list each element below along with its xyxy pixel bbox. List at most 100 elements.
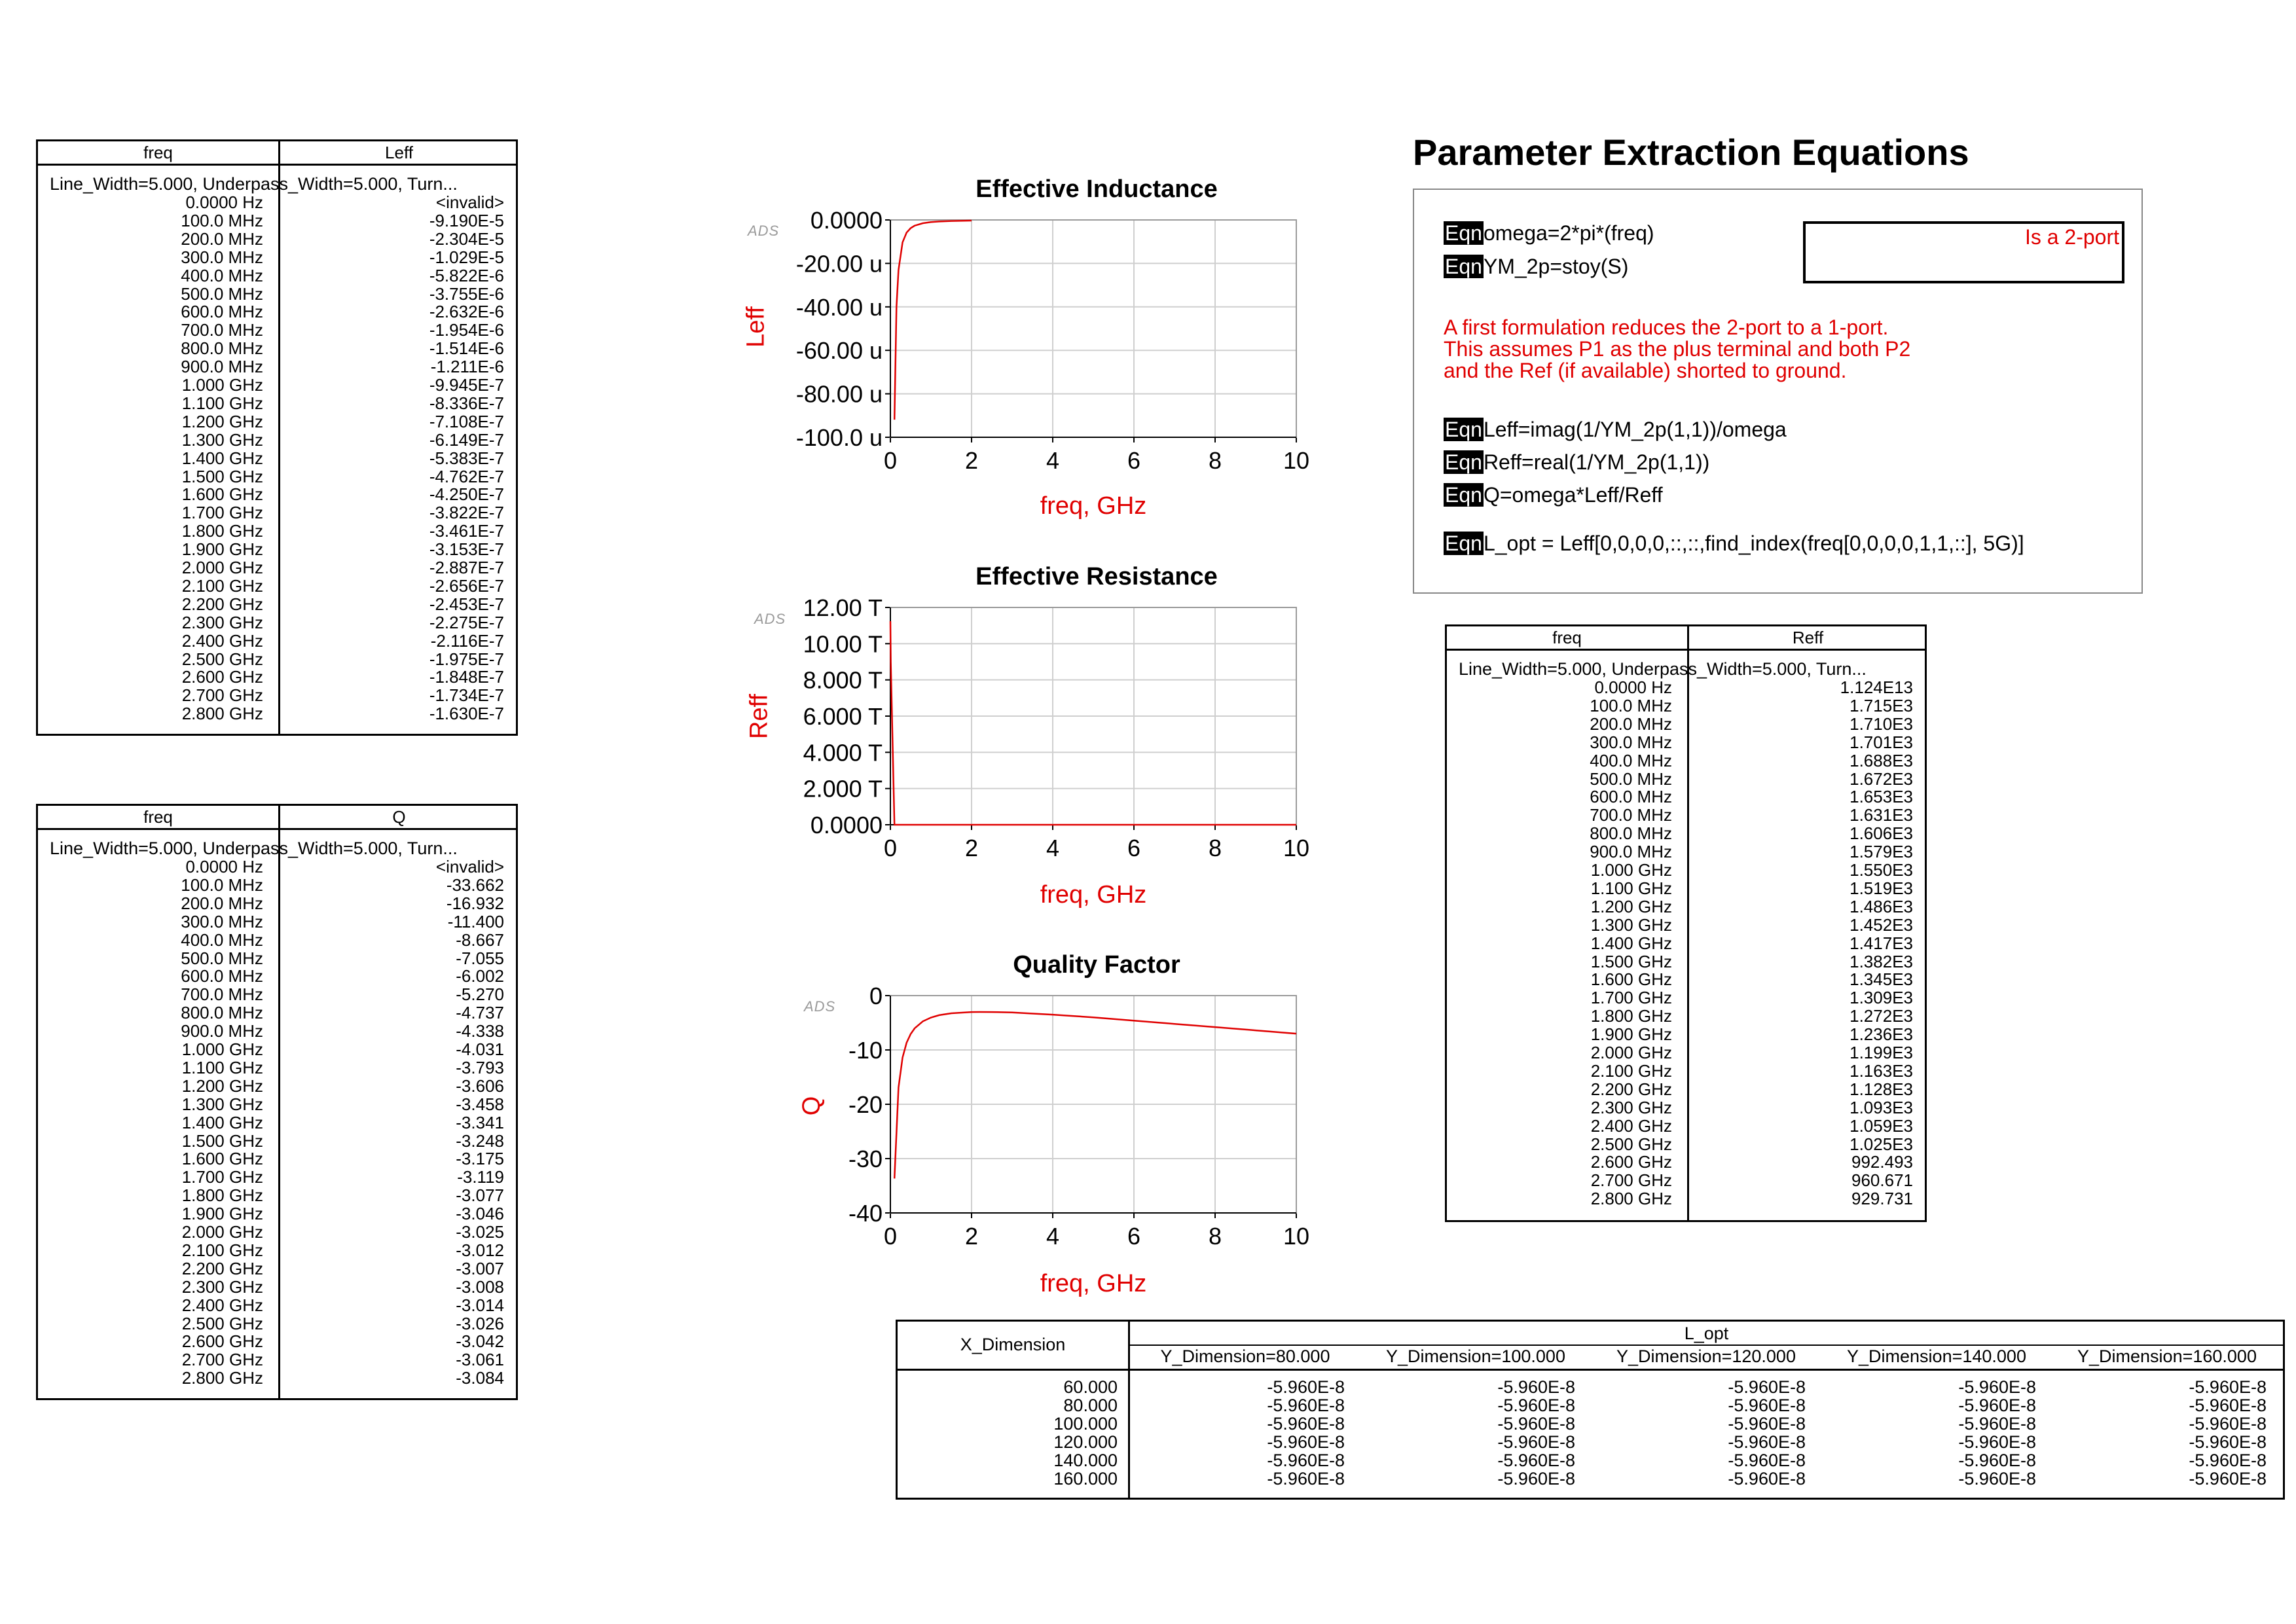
x-tick-label: 0	[884, 447, 897, 474]
value-cell: -4.031	[456, 1039, 504, 1059]
value-cell: -3.046	[456, 1204, 504, 1224]
freq-cell: 2.200 GHz	[181, 1258, 263, 1278]
value-cell: 1.199E3	[1850, 1043, 1913, 1062]
value-cell: -1.734E-7	[429, 685, 504, 706]
freq-cell: 100.0 MHz	[1590, 695, 1672, 715]
y-axis-label-leff: Leff	[742, 306, 770, 348]
value-cell: 1.382E3	[1850, 951, 1913, 971]
freq-cell: 700.0 MHz	[181, 984, 263, 1005]
freq-cell: 1.400 GHz	[181, 448, 263, 468]
freq-cell: 400.0 MHz	[181, 265, 263, 285]
freq-cell: 900.0 MHz	[181, 1021, 263, 1041]
eqn-tag: Eqn	[1444, 532, 1484, 555]
value-cell: -3.025	[456, 1222, 504, 1242]
lopt-value-cell: -5.960E-8	[2189, 1377, 2267, 1397]
eqn-tag: Eqn	[1444, 255, 1484, 278]
freq-cell: 1.700 GHz	[181, 503, 263, 523]
equation-lopt[interactable]: EqnL_opt = Leff[0,0,0,0,::,::,find_index…	[1444, 532, 2024, 555]
x-axis-label: freq, GHz	[1040, 1270, 1147, 1297]
freq-cell: 1.600 GHz	[181, 484, 263, 505]
value-cell: -3.822E-7	[429, 503, 504, 523]
freq-cell: 700.0 MHz	[181, 320, 263, 340]
freq-cell: 1.500 GHz	[1590, 951, 1672, 971]
value-cell: 1.417E3	[1850, 933, 1913, 953]
y-tick-label: 0	[869, 985, 883, 1009]
value-cell: -1.029E-5	[429, 247, 504, 267]
freq-cell: 0.0000 Hz	[1594, 677, 1672, 697]
value-cell: 1.579E3	[1850, 842, 1913, 862]
freq-cell: 2.100 GHz	[181, 575, 263, 596]
x-dimension-cell: 140.000	[1053, 1451, 1118, 1470]
value-cell: -5.383E-7	[429, 448, 504, 468]
freq-cell: 1.900 GHz	[181, 1204, 263, 1224]
freq-cell: 1.800 GHz	[181, 1185, 263, 1206]
lopt-value-cell: -5.960E-8	[1958, 1469, 2036, 1489]
freq-cell: 1.600 GHz	[1590, 969, 1672, 990]
value-cell: 1.128E3	[1850, 1079, 1913, 1099]
chart-title-resistance: Effective Resistance	[975, 563, 1218, 590]
x-tick-label: 6	[1127, 835, 1140, 861]
freq-cell: 1.700 GHz	[181, 1167, 263, 1187]
value-cell: 1.486E3	[1850, 896, 1913, 916]
freq-cell: 2.000 GHz	[181, 1222, 263, 1242]
note-line-1: A first formulation reduces the 2-port t…	[1444, 316, 1889, 339]
freq-cell: 1.900 GHz	[181, 539, 263, 560]
freq-cell: 800.0 MHz	[181, 338, 263, 359]
value-cell: 1.025E3	[1850, 1134, 1913, 1154]
x-tick-label: 6	[1127, 447, 1140, 474]
freq-cell: 2.100 GHz	[181, 1240, 263, 1260]
equation-omega[interactable]: Eqnomega=2*pi*(freq)	[1444, 221, 1654, 245]
text-box[interactable]: Is a 2-port	[1803, 221, 2124, 283]
freq-cell: 1.200 GHz	[1590, 896, 1672, 916]
y-tick-label: -40.00 u	[796, 294, 883, 321]
value-cell: 1.519E3	[1850, 878, 1913, 898]
chart-title-inductance: Effective Inductance	[975, 175, 1218, 203]
value-cell: -7.055	[456, 948, 504, 968]
value-cell: -3.026	[456, 1313, 504, 1333]
lopt-value-cell: -5.960E-8	[2189, 1396, 2267, 1415]
lopt-value-cell: -5.960E-8	[2189, 1432, 2267, 1452]
y-tick-label: -100.0 u	[796, 424, 883, 451]
table-header: freq Reff	[1447, 626, 1925, 651]
freq-cell: 2.000 GHz	[181, 558, 263, 577]
y-tick-label: -20.00 u	[796, 250, 883, 277]
value-cell: -3.606	[456, 1075, 504, 1096]
freq-cell: 2.400 GHz	[181, 630, 263, 651]
lopt-value-cell: -5.960E-8	[1267, 1396, 1345, 1415]
freq-cell: 2.600 GHz	[181, 667, 263, 687]
x-tick-label: 10	[1283, 835, 1309, 861]
lopt-value-cell: -5.960E-8	[1958, 1396, 2036, 1415]
y-tick-label: -20	[848, 1091, 883, 1118]
value-cell: -4.737	[456, 1003, 504, 1023]
equation-q[interactable]: EqnQ=omega*Leff/Reff	[1444, 483, 1663, 507]
x-tick-label: 8	[1209, 447, 1222, 474]
lopt-value-cell: -5.960E-8	[1497, 1451, 1575, 1470]
equation-reff[interactable]: EqnReff=real(1/YM_2p(1,1))	[1444, 450, 1710, 474]
series-line	[893, 219, 972, 420]
freq-cell: 800.0 MHz	[181, 1003, 263, 1023]
x-tick-label: 0	[884, 835, 897, 861]
freq-cell: 2.100 GHz	[1590, 1060, 1672, 1081]
freq-cell: 1.500 GHz	[181, 466, 263, 486]
y-tick-label: 0.0000	[811, 209, 883, 234]
value-cell: 1.631E3	[1850, 805, 1913, 825]
lopt-value-cell: -5.960E-8	[1267, 1377, 1345, 1397]
value-cell: 1.606E3	[1850, 823, 1913, 844]
freq-cell: 2.500 GHz	[1590, 1134, 1672, 1154]
value-cell: -33.662	[446, 875, 504, 895]
equation-ym[interactable]: EqnYM_2p=stoy(S)	[1444, 255, 1629, 278]
y-dimension-header: Y_Dimension=80.000	[1160, 1346, 1330, 1366]
freq-cell: 300.0 MHz	[181, 911, 263, 931]
sweep-label: Line_Width=5.000, Underpass_Width=5.000,…	[1459, 659, 1867, 679]
x-tick-label: 2	[965, 447, 978, 474]
value-cell: 1.124E13	[1840, 677, 1913, 697]
col-header-freq: freq	[1552, 628, 1582, 647]
x-axis-label: freq, GHz	[1040, 881, 1147, 909]
value-cell: 1.701E3	[1850, 732, 1913, 752]
freq-cell: 1.800 GHz	[1590, 1006, 1672, 1026]
freq-cell: 300.0 MHz	[1590, 732, 1672, 752]
equation-leff[interactable]: EqnLeff=imag(1/YM_2p(1,1))/omega	[1444, 418, 1787, 441]
x-dimension-cell: 80.000	[1063, 1396, 1118, 1415]
freq-cell: 1.300 GHz	[181, 429, 263, 450]
y-tick-label: -30	[848, 1146, 883, 1172]
